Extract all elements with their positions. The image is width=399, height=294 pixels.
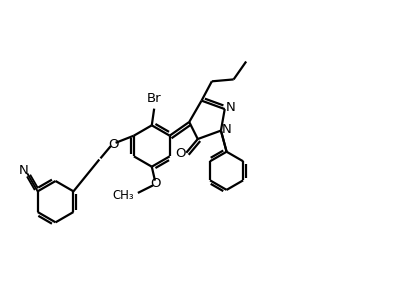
Text: O: O [150,177,161,190]
Text: N: N [225,101,235,114]
Text: CH₃: CH₃ [112,189,134,202]
Text: N: N [18,164,28,177]
Text: N: N [221,123,231,136]
Text: O: O [176,147,186,160]
Text: Br: Br [147,92,162,105]
Text: O: O [108,138,119,151]
